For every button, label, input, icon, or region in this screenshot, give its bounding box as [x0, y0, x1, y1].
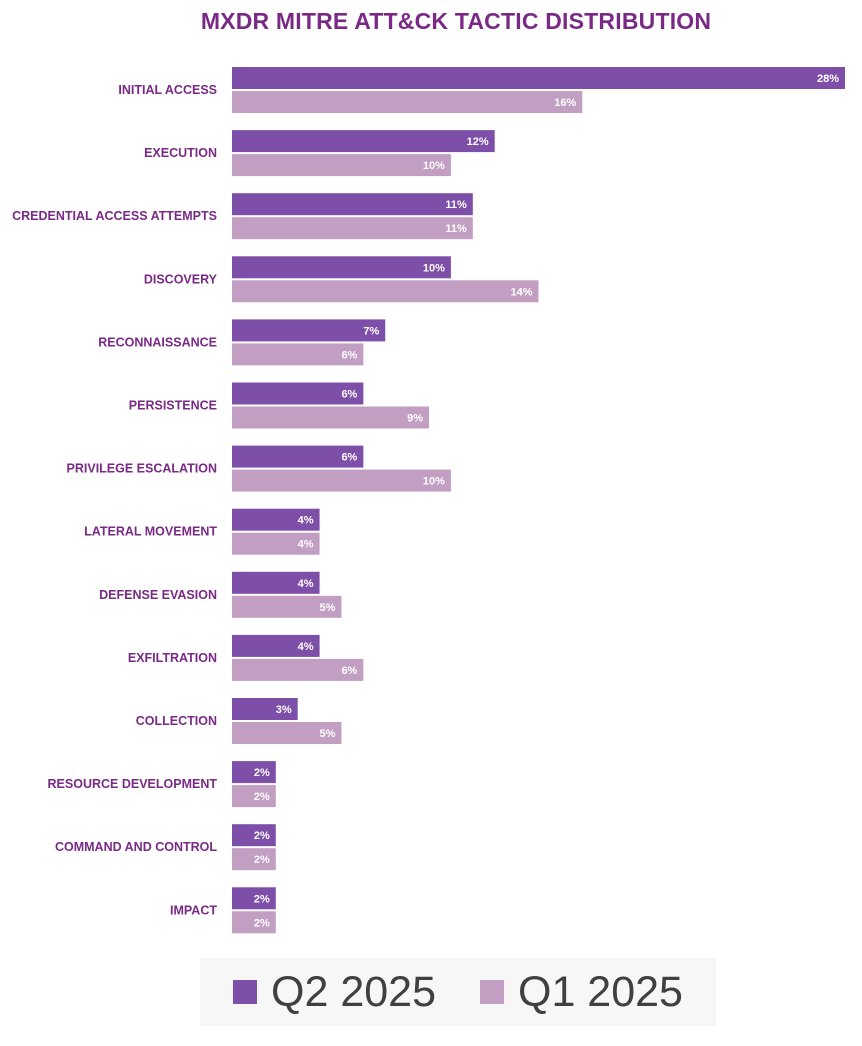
bar-q2	[232, 319, 386, 342]
bar-q2	[232, 445, 364, 468]
legend-item-q1: Q1 2025	[480, 968, 683, 1017]
bars-layer: INITIAL ACCESS 28% 16% EXECUTION 12% 10% CREDE…	[12, 67, 845, 934]
legend-swatch-q2	[233, 980, 258, 1004]
category-label: CREDENTIAL ACCESS ATTEMPTS	[12, 209, 217, 223]
bar-q2	[232, 382, 364, 405]
bar-q2	[232, 824, 276, 847]
data-label: 4%	[298, 578, 314, 590]
bar-q1	[232, 722, 342, 744]
data-label: 2%	[254, 854, 270, 866]
category-label: DISCOVERY	[144, 272, 218, 286]
data-label: 2%	[254, 893, 270, 905]
bar-q1	[232, 217, 473, 240]
data-label: 2%	[254, 767, 270, 779]
data-label: 9%	[407, 413, 423, 425]
bar-q2	[232, 130, 495, 153]
data-label: 10%	[423, 262, 445, 274]
data-label: 6%	[341, 452, 357, 464]
category-label: PRIVILEGE ESCALATION	[67, 462, 217, 476]
data-label: 2%	[254, 830, 270, 842]
data-label: 28%	[817, 73, 839, 85]
bar-q1	[232, 532, 320, 555]
bar-q1	[232, 406, 430, 429]
bar-q1	[232, 154, 451, 177]
bar-q2	[232, 887, 276, 910]
data-label: 10%	[423, 476, 445, 488]
legend-swatch-q1	[480, 980, 504, 1004]
bar-q1	[232, 91, 583, 113]
bar-q2	[232, 634, 320, 657]
bar-q2	[232, 193, 473, 216]
bar-q2	[232, 698, 298, 720]
bar-q1	[232, 469, 451, 492]
data-label: 12%	[467, 136, 489, 148]
bar-q1	[232, 280, 539, 303]
bar-q2	[232, 67, 845, 89]
legend-label-q1: Q1 2025	[518, 967, 683, 1016]
data-label: 6%	[341, 665, 357, 677]
category-label: IMPACT	[170, 903, 217, 917]
data-label: 4%	[298, 641, 314, 653]
category-label: EXFILTRATION	[128, 651, 217, 665]
data-label: 5%	[320, 602, 336, 614]
data-label: 6%	[341, 349, 357, 361]
data-label: 14%	[510, 286, 532, 298]
data-label: 2%	[254, 917, 270, 929]
data-label: 10%	[423, 160, 445, 172]
chart-title: MXDR MITRE ATT&CK TACTIC DISTRIBUTION	[200, 8, 712, 34]
bar-q1	[232, 595, 342, 618]
bar-q2	[232, 508, 320, 531]
category-label: COMMAND AND CONTROL	[55, 840, 217, 854]
data-label: 16%	[554, 97, 576, 109]
bar-q1	[232, 911, 276, 934]
bar-q1	[232, 848, 276, 871]
bar-q2	[232, 761, 276, 784]
bar-q1	[232, 658, 364, 681]
data-label: 7%	[363, 325, 379, 337]
data-label: 2%	[254, 791, 270, 803]
legend: Q2 2025 Q1 2025	[200, 958, 716, 1026]
bar-q2	[232, 571, 320, 594]
legend-label-q2: Q2 2025	[271, 967, 436, 1016]
data-label: 3%	[276, 704, 292, 716]
category-label: LATERAL MOVEMENT	[84, 525, 217, 539]
data-label: 11%	[445, 223, 467, 235]
category-label: COLLECTION	[136, 714, 217, 728]
bar-q1	[232, 785, 276, 808]
data-label: 6%	[341, 389, 357, 401]
bar-chart: INITIAL ACCESS 28% 16% EXECUTION 12% 10% CREDE…	[12, 67, 845, 934]
bar-q1	[232, 343, 364, 366]
legend-item-q2: Q2 2025	[233, 968, 436, 1017]
category-label: RESOURCE DEVELOPMENT	[48, 777, 218, 791]
data-label: 5%	[320, 728, 336, 740]
category-label: DEFENSE EVASION	[99, 588, 217, 602]
data-label: 11%	[445, 199, 467, 211]
data-label: 4%	[298, 539, 314, 551]
category-label: PERSISTENCE	[129, 399, 217, 413]
category-label: EXECUTION	[144, 146, 217, 160]
data-label: 4%	[298, 515, 314, 527]
bar-q2	[232, 256, 451, 279]
category-label: RECONNAISSANCE	[98, 335, 217, 349]
category-label: INITIAL ACCESS	[118, 83, 217, 97]
